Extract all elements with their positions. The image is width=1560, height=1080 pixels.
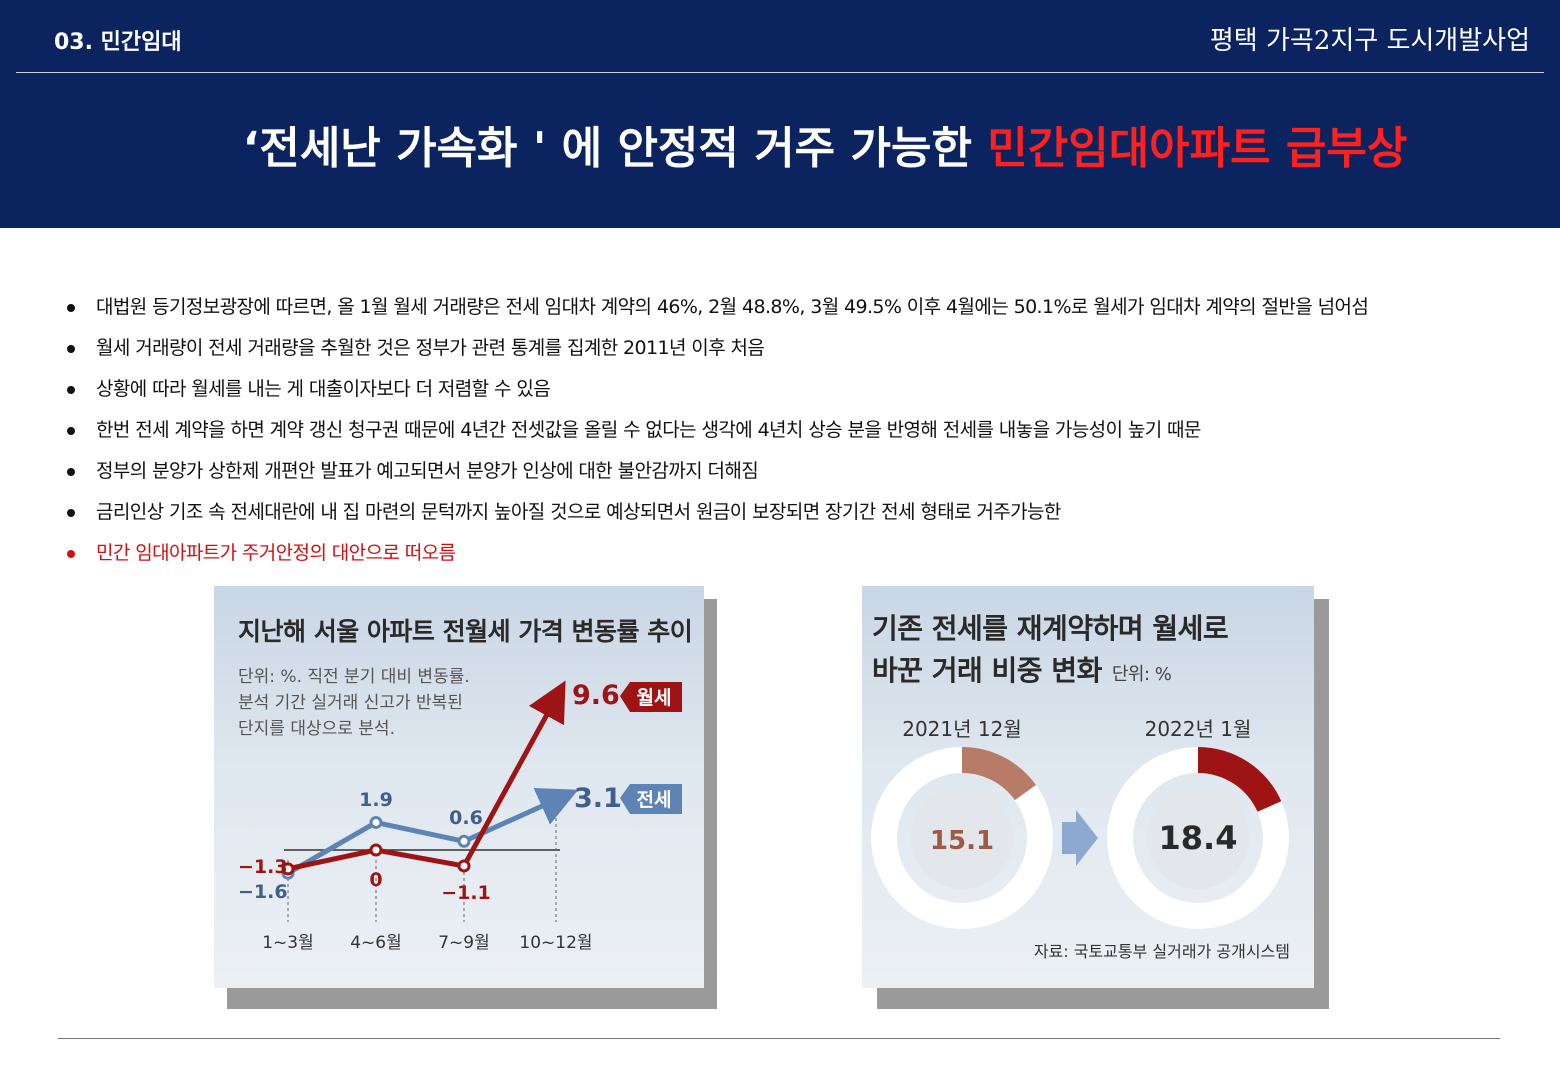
donut-chart-title: 기존 전세를 재계약하며 월세로 바꾼 거래 비중 변화 단위: % <box>872 608 1229 696</box>
bullet-item: 대법원 등기정보광장에 따르면, 올 1월 월세 거래량은 전세 임대차 계약의… <box>64 290 1524 331</box>
data-point <box>369 815 383 829</box>
legend-tag <box>620 682 682 712</box>
donut-slice <box>1198 747 1282 812</box>
line-chart-note-line: 분석 기간 실거래 신고가 반복된 <box>238 693 463 713</box>
source-note: 자료: 국토교통부 실거래가 공개시스템 <box>1033 942 1290 961</box>
end-label-value: 9.6 <box>572 680 620 711</box>
donut-center <box>911 787 1013 889</box>
data-label: 0 <box>369 869 382 891</box>
footer-divider <box>58 1038 1500 1039</box>
series-line-월세 <box>287 680 566 872</box>
line-chart-card: 지난해 서울 아파트 전월세 가격 변동률 추이 단위: %. 직전 분기 대비… <box>214 586 704 988</box>
project-name: 평택 가곡2지구 도시개발사업 <box>1209 26 1530 56</box>
donut-chart-svg: 2021년 12월 15.1 2022년 1월 18.4 <box>871 717 1289 929</box>
donut-period-label: 2022년 1월 <box>1145 717 1252 741</box>
data-label: 1.9 <box>359 789 393 811</box>
data-label: 0.6 <box>449 807 483 829</box>
arrow-right-icon <box>1062 810 1098 866</box>
bullet-item-highlight: 민간 임대아파트가 주거안정의 대안으로 떠오름 <box>64 536 1524 577</box>
page-title: ‘전세난 가속화 ' 에 안정적 거주 가능한 민간임대아파트 급부상 <box>0 112 1560 176</box>
section-label: 03. 민간임대 <box>54 30 182 55</box>
bullet-item: 상황에 따라 월세를 내는 게 대출이자보다 더 저렴할 수 있음 <box>64 372 1524 413</box>
donut-chart-title-line2: 바꾼 거래 비중 변화 단위: % <box>872 650 1228 696</box>
donut-chart-title-line1: 기존 전세를 재계약하며 월세로 <box>872 612 1229 645</box>
legend-tag <box>620 784 682 814</box>
data-point <box>457 859 471 873</box>
x-tick-label: 1~3월 <box>262 933 314 953</box>
line-chart-note-line: 단위: %. 직전 분기 대비 변동률. <box>238 667 470 687</box>
bullet-item: 금리인상 기조 속 전세대란에 내 집 마련의 문턱까지 높아질 것으로 예상되… <box>64 495 1524 536</box>
line-chart-note-line: 단지를 대상으로 분석. <box>238 719 395 739</box>
donut-center <box>1147 787 1249 889</box>
data-point <box>369 843 383 857</box>
data-point <box>457 834 471 848</box>
bullet-item: 한번 전세 계약을 하면 계약 갱신 청구권 때문에 4년간 전셋값을 올릴 수… <box>64 413 1524 454</box>
x-tick-label: 10~12월 <box>519 933 592 953</box>
bullet-list: 대법원 등기정보광장에 따르면, 올 1월 월세 거래량은 전세 임대차 계약의… <box>64 290 1524 577</box>
donut-chart-card: 기존 전세를 재계약하며 월세로 바꾼 거래 비중 변화 단위: % 2021년 … <box>862 586 1314 988</box>
data-label: −1.6 <box>238 881 288 903</box>
series-line-전세 <box>286 787 579 876</box>
donut-value: 15.1 <box>930 826 994 856</box>
bullet-item: 월세 거래량이 전세 거래량을 추월한 것은 정부가 관련 통계를 집계한 20… <box>64 331 1524 372</box>
data-label: −1.3 <box>238 856 288 878</box>
donut-chart-title-text: 바꾼 거래 비중 변화 <box>872 654 1102 687</box>
legend-label: 월세 <box>637 687 672 709</box>
header-banner: 03. 민간임대 평택 가곡2지구 도시개발사업 ‘전세난 가속화 ' 에 안정… <box>0 0 1560 228</box>
data-label: −1.1 <box>441 882 491 904</box>
data-point <box>281 862 295 876</box>
header-divider <box>16 72 1544 73</box>
page-title-white: ‘전세난 가속화 ' 에 안정적 거주 가능한 <box>242 123 988 174</box>
donut-slice <box>962 747 1036 801</box>
line-chart-note: 단위: %. 직전 분기 대비 변동률. 분석 기간 실거래 신고가 반복된 단… <box>238 664 470 742</box>
x-tick-label: 4~6월 <box>350 933 402 953</box>
line-chart-title: 지난해 서울 아파트 전월세 가격 변동률 추이 <box>238 617 693 646</box>
x-tick-label: 7~9월 <box>438 933 490 953</box>
end-label-value: 3.1 <box>574 783 622 814</box>
page-title-highlight: 민간임대아파트 급부상 <box>987 123 1408 174</box>
bullet-item: 정부의 분양가 상한제 개편안 발표가 예고되면서 분양가 인상에 대한 불안감… <box>64 454 1524 495</box>
donut-period-label: 2021년 12월 <box>902 717 1022 741</box>
legend-label: 전세 <box>637 789 672 811</box>
donut-chart-unit: 단위: % <box>1111 664 1172 685</box>
donut-value: 18.4 <box>1159 819 1238 857</box>
